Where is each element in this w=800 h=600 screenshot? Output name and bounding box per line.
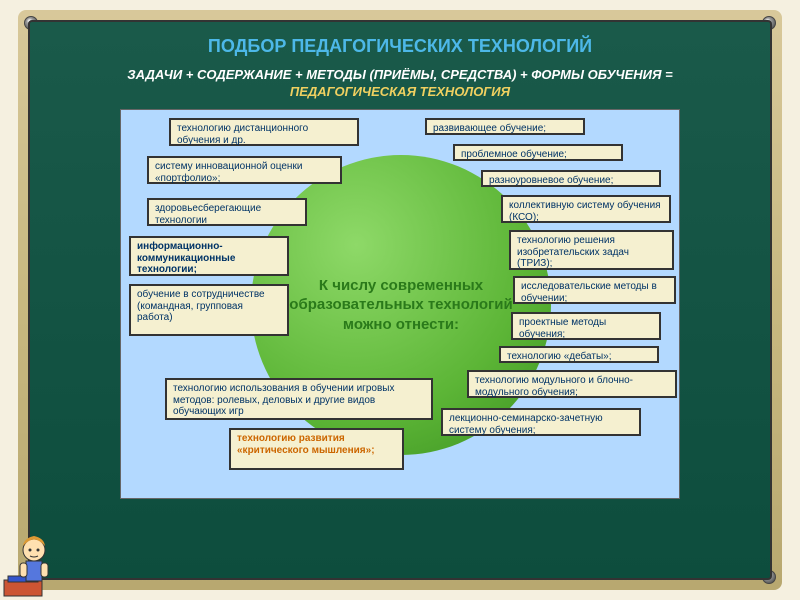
technology-box: технологию модульного и блочно-модульног… [467,370,677,398]
technology-box: проектные методы обучения; [511,312,661,340]
technology-box: информационно-коммуникационные технологи… [129,236,289,276]
technologies-diagram: К числу современных образовательных техн… [120,109,680,499]
technology-box: обучение в сотрудничестве (командная, гр… [129,284,289,336]
chalkboard: ПОДБОР ПЕДАГОГИЧЕСКИХ ТЕХНОЛОГИЙ ЗАДАЧИ … [28,20,772,580]
slide-subtitle-result: ПЕДАГОГИЧЕСКАЯ ТЕХНОЛОГИЯ [54,84,746,99]
center-circle-text: К числу современных образовательных техн… [271,276,531,335]
technology-box: проблемное обучение; [453,144,623,161]
technology-box: технологию использования в обучении игро… [165,378,433,420]
technology-box: исследовательские методы в обучении; [513,276,676,304]
technology-box: лекционно-семинарско-зачетную систему об… [441,408,641,436]
technology-box: развивающее обучение; [425,118,585,135]
technology-box: систему инновационной оценки «портфолио»… [147,156,342,184]
technology-box: технологию дистанционного обучения и др. [169,118,359,146]
slide-subtitle-formula: ЗАДАЧИ + СОДЕРЖАНИЕ + МЕТОДЫ (ПРИЁМЫ, СР… [54,67,746,82]
technology-box: разноуровневое обучение; [481,170,661,187]
technology-box: коллективную систему обучения (КСО); [501,195,671,223]
board-frame: ПОДБОР ПЕДАГОГИЧЕСКИХ ТЕХНОЛОГИЙ ЗАДАЧИ … [18,10,782,590]
student-cartoon-icon [2,528,62,598]
slide-title: ПОДБОР ПЕДАГОГИЧЕСКИХ ТЕХНОЛОГИЙ [54,36,746,57]
technology-box: здоровьесберегающие технологии [147,198,307,226]
technology-box: технологию решения изобретательских зада… [509,230,674,270]
technology-box: технологию «дебаты»; [499,346,659,363]
technology-box: технологию развития «критического мышлен… [229,428,404,470]
